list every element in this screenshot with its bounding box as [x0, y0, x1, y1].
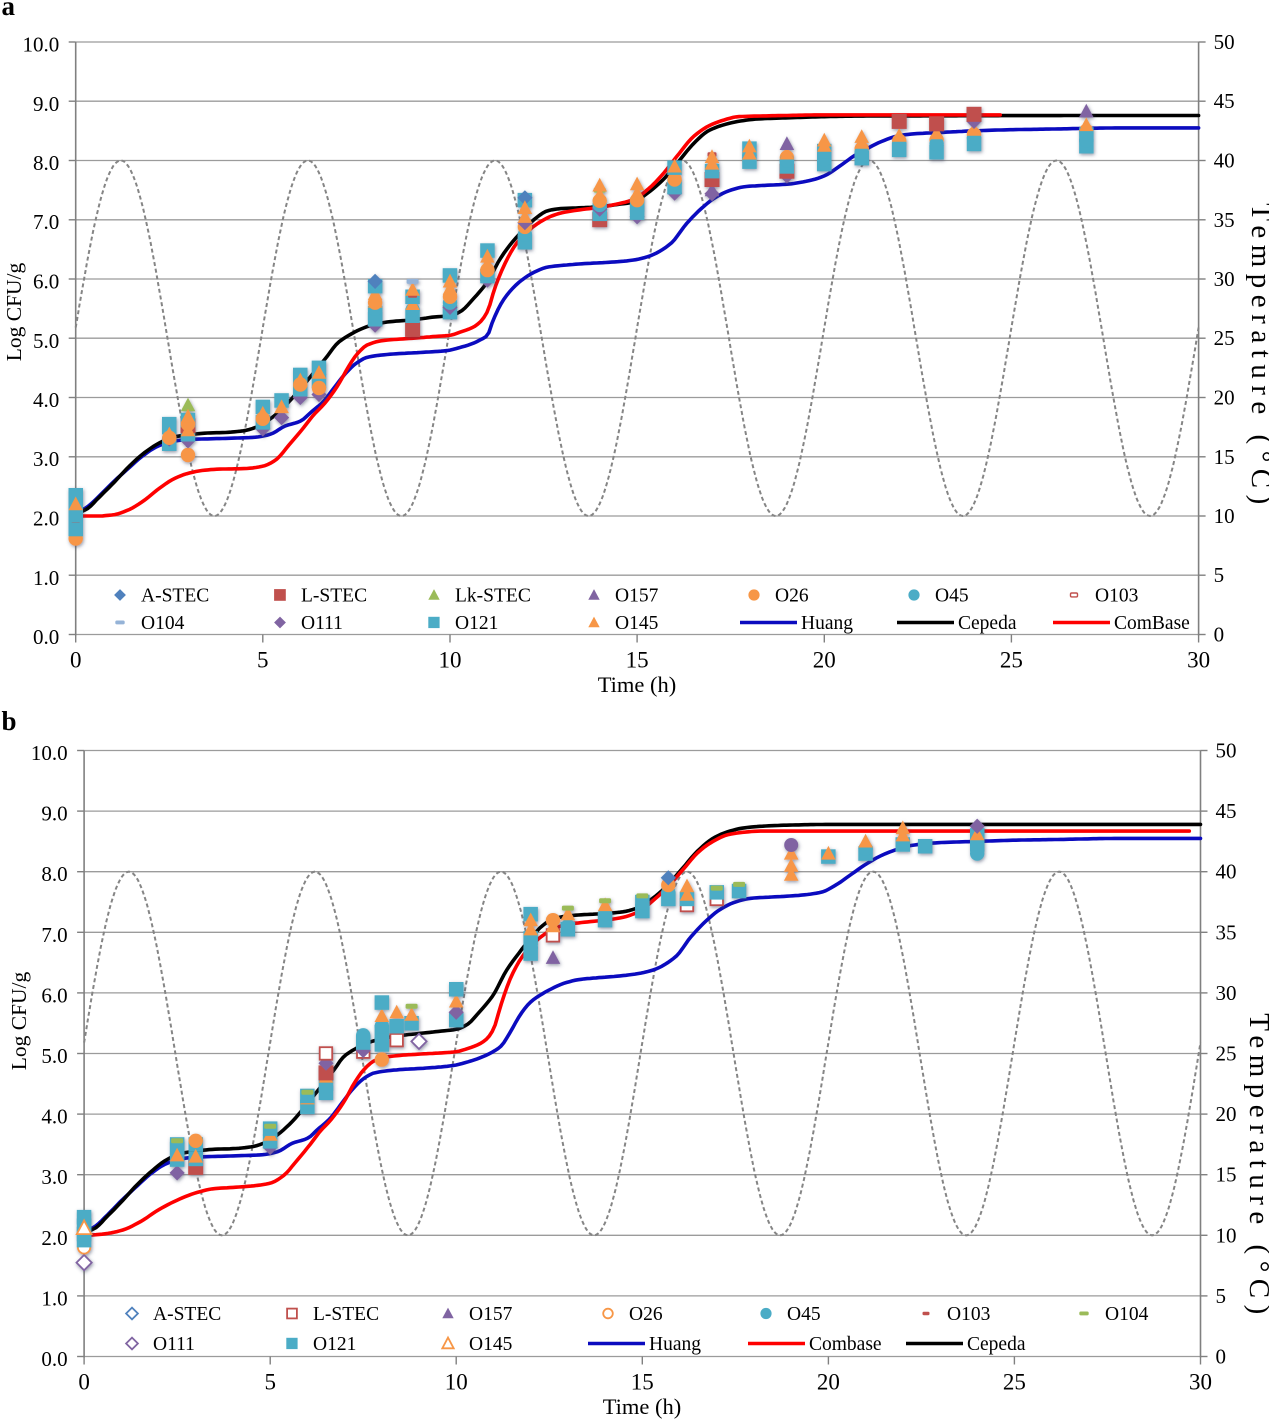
svg-text:9.0: 9.0: [41, 802, 67, 826]
svg-text:O26: O26: [775, 586, 809, 607]
svg-text:25: 25: [1000, 648, 1023, 673]
svg-text:6.0: 6.0: [33, 270, 59, 294]
svg-text:45: 45: [1216, 799, 1237, 823]
svg-text:A-STEC: A-STEC: [141, 586, 209, 607]
svg-text:b: b: [2, 706, 17, 736]
svg-text:35: 35: [1214, 208, 1235, 232]
svg-text:0: 0: [1216, 1345, 1227, 1369]
svg-text:1.0: 1.0: [41, 1286, 67, 1310]
svg-text:Cepeda: Cepeda: [967, 1334, 1026, 1355]
svg-text:50: 50: [1214, 30, 1235, 54]
svg-text:10: 10: [445, 1370, 468, 1395]
svg-text:Temperature (°C): Temperature (°C): [1243, 1013, 1269, 1321]
svg-text:ComBase: ComBase: [1114, 613, 1190, 634]
svg-text:O145: O145: [469, 1334, 512, 1355]
svg-text:0.0: 0.0: [41, 1347, 67, 1371]
svg-text:L-STEC: L-STEC: [313, 1304, 379, 1325]
svg-text:7.0: 7.0: [33, 210, 59, 234]
svg-text:30: 30: [1189, 1370, 1212, 1395]
svg-text:5: 5: [1214, 563, 1225, 587]
svg-text:O103: O103: [1095, 586, 1138, 607]
svg-text:L-STEC: L-STEC: [301, 586, 367, 607]
svg-text:8.0: 8.0: [41, 862, 67, 886]
svg-text:A-STEC: A-STEC: [153, 1304, 221, 1325]
svg-text:Time (h): Time (h): [603, 1394, 682, 1419]
svg-text:40: 40: [1214, 149, 1235, 173]
svg-text:9.0: 9.0: [33, 92, 59, 116]
svg-text:Lk-STEC: Lk-STEC: [455, 586, 531, 607]
svg-text:O104: O104: [141, 613, 185, 634]
svg-text:O145: O145: [615, 613, 658, 634]
svg-text:Log CFU/g: Log CFU/g: [7, 971, 31, 1070]
svg-text:3.0: 3.0: [41, 1165, 67, 1189]
svg-text:10.0: 10.0: [31, 741, 68, 765]
svg-text:30: 30: [1214, 267, 1235, 291]
svg-text:50: 50: [1216, 739, 1237, 763]
svg-text:Combase: Combase: [809, 1334, 882, 1355]
svg-text:5.0: 5.0: [33, 329, 59, 353]
svg-text:30: 30: [1187, 648, 1210, 673]
svg-text:O111: O111: [301, 613, 343, 634]
svg-text:30: 30: [1216, 981, 1237, 1005]
svg-text:10: 10: [1214, 504, 1235, 528]
svg-text:O121: O121: [313, 1334, 356, 1355]
svg-text:O157: O157: [469, 1304, 513, 1325]
svg-text:0: 0: [78, 1370, 90, 1395]
svg-text:6.0: 6.0: [41, 983, 67, 1007]
svg-text:Cepeda: Cepeda: [958, 613, 1017, 634]
svg-text:0.0: 0.0: [33, 625, 59, 649]
svg-text:O45: O45: [787, 1304, 821, 1325]
svg-text:20: 20: [1214, 386, 1235, 410]
svg-text:40: 40: [1216, 860, 1237, 884]
svg-text:15: 15: [631, 1370, 654, 1395]
svg-text:O45: O45: [935, 586, 969, 607]
svg-text:25: 25: [1214, 326, 1235, 350]
svg-text:4.0: 4.0: [33, 388, 59, 412]
svg-text:O26: O26: [629, 1304, 663, 1325]
svg-text:Huang: Huang: [801, 613, 853, 634]
svg-text:25: 25: [1003, 1370, 1026, 1395]
svg-text:15: 15: [1216, 1163, 1237, 1187]
svg-text:O157: O157: [615, 586, 659, 607]
svg-text:35: 35: [1216, 920, 1237, 944]
svg-text:20: 20: [817, 1370, 840, 1395]
svg-text:4.0: 4.0: [41, 1105, 67, 1129]
svg-text:O121: O121: [455, 613, 498, 634]
svg-text:Log CFU/g: Log CFU/g: [2, 262, 26, 361]
svg-text:20: 20: [813, 648, 836, 673]
svg-text:10: 10: [439, 648, 462, 673]
svg-text:10: 10: [1216, 1223, 1237, 1247]
svg-text:15: 15: [1214, 445, 1235, 469]
svg-text:2.0: 2.0: [41, 1226, 67, 1250]
svg-text:a: a: [2, 0, 16, 21]
svg-text:5: 5: [264, 1370, 276, 1395]
svg-text:25: 25: [1216, 1042, 1237, 1066]
svg-text:7.0: 7.0: [41, 923, 67, 947]
svg-text:45: 45: [1214, 89, 1235, 113]
svg-text:0: 0: [1214, 623, 1225, 647]
svg-text:3.0: 3.0: [33, 447, 59, 471]
svg-text:5: 5: [1216, 1284, 1227, 1308]
svg-text:Huang: Huang: [649, 1334, 701, 1355]
svg-text:1.0: 1.0: [33, 566, 59, 590]
svg-text:O104: O104: [1105, 1304, 1149, 1325]
svg-text:5: 5: [257, 648, 269, 673]
svg-text:O111: O111: [153, 1334, 195, 1355]
svg-text:20: 20: [1216, 1102, 1237, 1126]
svg-text:10.0: 10.0: [22, 33, 59, 57]
svg-text:0: 0: [70, 648, 82, 673]
svg-text:2.0: 2.0: [33, 507, 59, 531]
svg-text:Temperature (°C): Temperature (°C): [1245, 203, 1269, 511]
svg-text:O103: O103: [947, 1304, 990, 1325]
svg-text:8.0: 8.0: [33, 151, 59, 175]
svg-text:5.0: 5.0: [41, 1044, 67, 1068]
svg-text:15: 15: [626, 648, 649, 673]
svg-text:Time (h): Time (h): [598, 672, 677, 697]
